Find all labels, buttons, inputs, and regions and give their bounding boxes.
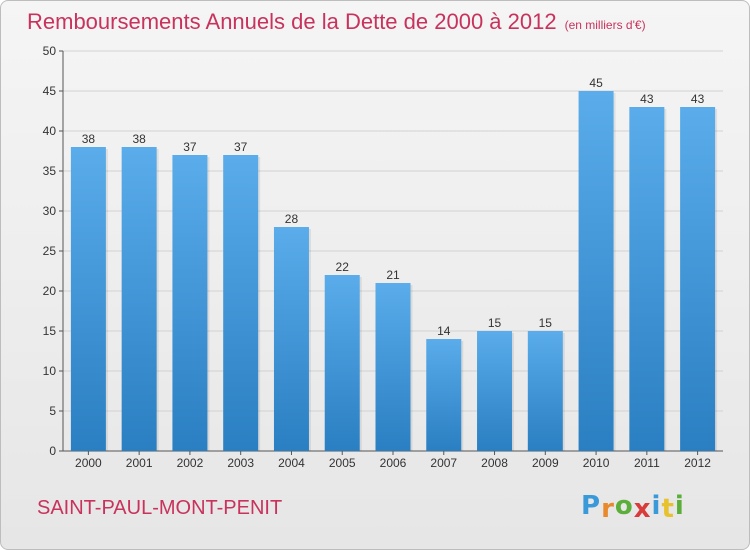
y-tick-label: 45 [43, 84, 57, 98]
y-tick-label: 30 [43, 204, 57, 218]
x-tick-label: 2008 [481, 456, 508, 470]
logo-letter: i [674, 491, 685, 521]
bar-value-label: 22 [336, 260, 350, 274]
y-tick-label: 15 [43, 324, 57, 338]
logo-letter: x [633, 494, 652, 524]
y-tick-label: 0 [49, 444, 56, 458]
x-tick-label: 2004 [278, 456, 305, 470]
logo-letter: i [651, 491, 662, 521]
bar-value-label: 15 [539, 316, 553, 330]
y-tick-label: 35 [43, 164, 57, 178]
logo-letter: t [661, 494, 675, 524]
x-tick-label: 2000 [75, 456, 102, 470]
bar [273, 227, 309, 451]
bar [70, 147, 106, 451]
unit-note: (en milliers d'€) [564, 18, 646, 32]
bar [426, 339, 462, 451]
y-tick-label: 25 [43, 244, 57, 258]
proxiti-logo: Proxiti [581, 491, 685, 524]
bar-value-label: 15 [488, 316, 502, 330]
bar [324, 275, 360, 451]
commune-name: SAINT-PAUL-MONT-PENIT [37, 497, 283, 519]
y-tick-label: 10 [43, 364, 57, 378]
bar [172, 155, 208, 451]
x-tick-label: 2002 [177, 456, 204, 470]
y-tick-label: 20 [43, 284, 57, 298]
logo-letter: r [601, 494, 615, 524]
bar [629, 107, 665, 451]
bar-value-label: 45 [589, 76, 603, 90]
bar [477, 331, 513, 451]
bar [578, 91, 614, 451]
bar-value-label: 14 [437, 324, 451, 338]
bar [527, 331, 563, 451]
x-tick-label: 2003 [227, 456, 254, 470]
x-tick-label: 2009 [532, 456, 559, 470]
bar [121, 147, 157, 451]
x-tick-label: 2012 [684, 456, 711, 470]
chart-title-text: Remboursements Annuels de la Dette de 20… [27, 9, 557, 34]
x-tick-label: 2011 [634, 456, 660, 470]
x-tick-label: 2005 [329, 456, 356, 470]
x-tick-label: 2001 [126, 456, 153, 470]
chart-title: Remboursements Annuels de la Dette de 20… [27, 9, 646, 35]
bar-value-label: 37 [234, 140, 248, 154]
x-tick-label: 2010 [583, 456, 610, 470]
bar-value-label: 28 [285, 212, 299, 226]
y-tick-label: 40 [43, 124, 57, 138]
logo-letter: P [581, 491, 602, 521]
bar [680, 107, 716, 451]
bar [375, 283, 411, 451]
x-tick-label: 2006 [380, 456, 407, 470]
bar-value-label: 37 [183, 140, 197, 154]
bar-value-label: 21 [386, 268, 400, 282]
logo-letter: o [614, 491, 634, 521]
x-tick-label: 2007 [430, 456, 457, 470]
bar-value-label: 38 [132, 132, 146, 146]
bar-value-label: 38 [82, 132, 96, 146]
y-tick-label: 5 [49, 404, 56, 418]
bar [223, 155, 259, 451]
bar-value-label: 43 [640, 92, 654, 106]
bar-value-label: 43 [691, 92, 705, 106]
y-tick-label: 50 [43, 44, 57, 58]
